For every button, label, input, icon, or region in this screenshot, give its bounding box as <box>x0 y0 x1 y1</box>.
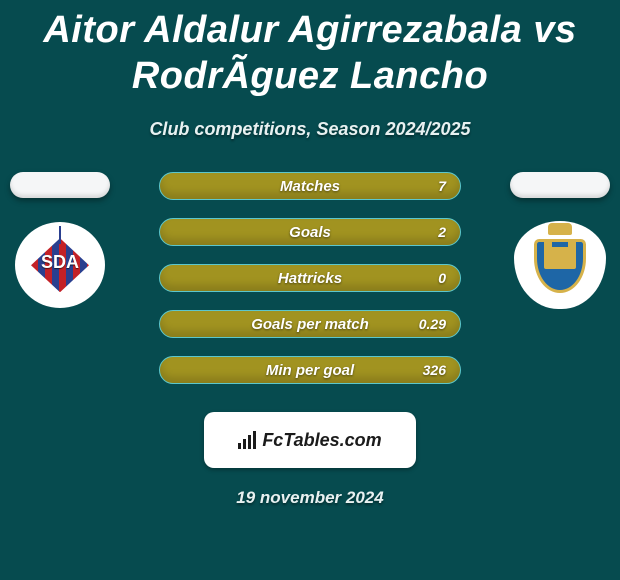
stat-row-goals: Goals 2 <box>159 218 461 246</box>
brand-text: FcTables.com <box>262 430 381 451</box>
stat-value-right: 2 <box>438 224 446 240</box>
comparison-area: SDA Matches 7 Goals 2 Hattricks 0 <box>0 172 620 508</box>
page-title: Aitor Aldalur Agirrezabala vs RodrÃ­guez… <box>0 0 620 99</box>
stat-row-hattricks: Hattricks 0 <box>159 264 461 292</box>
player-right-oval <box>510 172 610 198</box>
player-left-oval <box>10 172 110 198</box>
stat-row-matches: Matches 7 <box>159 172 461 200</box>
subtitle: Club competitions, Season 2024/2025 <box>0 119 620 140</box>
stat-label: Matches <box>280 178 340 195</box>
stat-value-right: 326 <box>423 362 446 378</box>
crest-left-monogram: SDA <box>15 252 105 273</box>
stats-list: Matches 7 Goals 2 Hattricks 0 Goals per … <box>159 172 461 384</box>
stat-value-right: 0 <box>438 270 446 286</box>
date-text: 19 november 2024 <box>0 488 620 508</box>
stat-label: Goals <box>289 224 331 241</box>
stat-row-min-per-goal: Min per goal 326 <box>159 356 461 384</box>
stat-label: Hattricks <box>278 270 342 287</box>
player-left-column: SDA <box>10 172 110 308</box>
stat-value-right: 7 <box>438 178 446 194</box>
stat-label: Goals per match <box>251 316 369 333</box>
bar-chart-icon <box>238 431 256 449</box>
stat-value-right: 0.29 <box>419 316 446 332</box>
stat-label: Min per goal <box>266 362 354 379</box>
brand-badge[interactable]: FcTables.com <box>204 412 416 468</box>
player-right-column <box>510 172 610 308</box>
player-left-crest: SDA <box>10 222 110 308</box>
player-right-crest <box>510 222 610 308</box>
stat-row-goals-per-match: Goals per match 0.29 <box>159 310 461 338</box>
